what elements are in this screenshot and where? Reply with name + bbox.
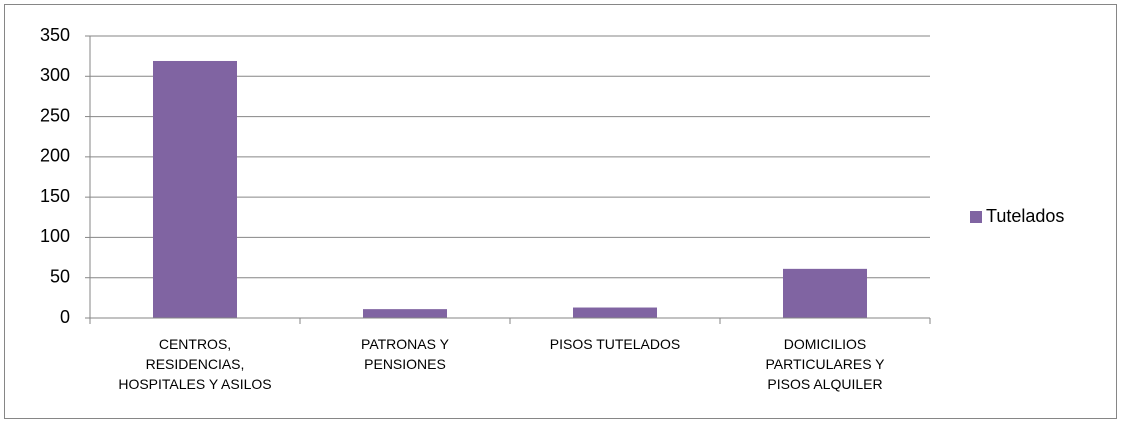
x-tick-label: PISOS TUTELADOS xyxy=(549,336,681,352)
y-tick-label: 50 xyxy=(50,266,70,286)
bar xyxy=(573,307,657,318)
x-tick-label: CENTROS, RESIDENCIAS, HOSPITALES Y ASILO… xyxy=(118,336,272,392)
x-tick-label: DOMICILIOS PARTICULARES Y PISOS ALQUILER xyxy=(765,336,885,392)
bar xyxy=(783,268,867,318)
legend-label: Tutelados xyxy=(986,206,1064,226)
y-tick-label: 350 xyxy=(40,25,70,45)
x-tick-label: PATRONAS Y PENSIONES xyxy=(361,336,449,372)
y-tick-label: 250 xyxy=(40,105,70,125)
y-tick-label: 0 xyxy=(60,307,70,327)
legend-swatch xyxy=(970,211,982,223)
bar xyxy=(153,60,237,318)
y-tick-label: 200 xyxy=(40,146,70,166)
y-tick-label: 300 xyxy=(40,65,70,85)
bar xyxy=(363,309,447,318)
y-tick-label: 100 xyxy=(40,226,70,246)
y-tick-label: 150 xyxy=(40,186,70,206)
